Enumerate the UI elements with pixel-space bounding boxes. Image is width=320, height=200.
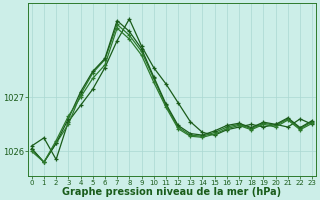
X-axis label: Graphe pression niveau de la mer (hPa): Graphe pression niveau de la mer (hPa) <box>62 187 282 197</box>
